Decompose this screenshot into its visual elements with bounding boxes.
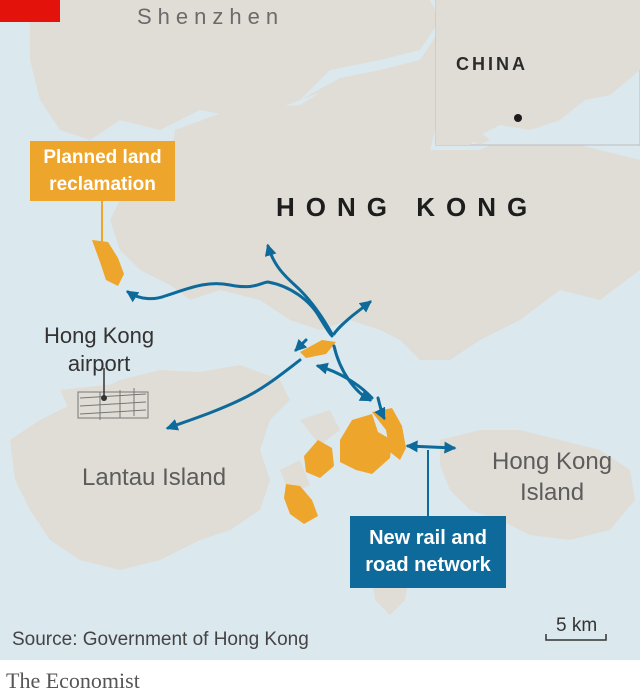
route-lantau-2: [294, 338, 308, 352]
label-airport-line2: airport: [67, 351, 131, 376]
reclamation-sunny-bay: [300, 340, 336, 358]
route-north: [264, 243, 334, 336]
land-islet: [300, 410, 340, 445]
label-china: CHINA: [456, 54, 528, 74]
scale-bar: [545, 634, 607, 641]
reclamation-east-lantau: [372, 408, 406, 460]
hong-kong-location-dot: [514, 114, 522, 122]
brand-red-bar: [0, 0, 60, 22]
airport-dot: [101, 395, 107, 401]
route-south-2: [315, 362, 374, 400]
land-hk-island: [440, 430, 635, 540]
callout-rail-road-network: New rail and road network: [350, 516, 506, 588]
callout-rail-road-network-line1: New rail and: [369, 527, 487, 549]
airport-runways: [77, 388, 149, 420]
inset-china: [435, 0, 640, 146]
label-hong-kong-island-line2: Island: [520, 479, 585, 506]
land-shenzhen: [30, 0, 440, 140]
label-airport-line1: Hong Kong: [44, 323, 155, 348]
reclamation-areas: [92, 240, 406, 524]
network-routes: [126, 243, 457, 454]
route-south-3: [374, 396, 386, 421]
brand-wordmark: The Economist: [6, 668, 140, 693]
label-lantau-island: Lantau Island: [82, 464, 227, 491]
scale-label: 5 km: [556, 615, 598, 636]
label-shenzhen: Shenzhen: [137, 4, 285, 29]
land-north-strip: [300, 20, 470, 150]
label-airport: Hong Kong airport: [44, 322, 154, 378]
callout-land-reclamation-line2: reclamation: [49, 174, 156, 195]
reclamation-cheung-chau: [284, 484, 318, 524]
route-tuen-mun: [126, 280, 334, 338]
reclamation-kau-yi-chau: [340, 414, 392, 474]
route-lantau: [165, 358, 302, 431]
callout-land-reclamation-line1: Planned land: [43, 147, 162, 168]
route-east: [332, 300, 372, 336]
callout-rail-road-network-line2: road network: [365, 554, 491, 576]
label-hong-kong: HONG KONG: [276, 192, 539, 222]
reclamation-tuen-mun: [92, 240, 124, 286]
land-new-territories: [110, 80, 640, 360]
callout-land-reclamation: Planned land reclamation: [30, 141, 175, 201]
label-hong-kong-island: Hong Kong Island: [492, 446, 612, 508]
route-hk-island: [405, 440, 457, 454]
source-note: Source: Government of Hong Kong: [12, 629, 309, 650]
label-hong-kong-island-line1: Hong Kong: [492, 448, 613, 475]
reclamation-hei-ling-chau: [304, 440, 334, 478]
land-airport: [60, 380, 160, 432]
